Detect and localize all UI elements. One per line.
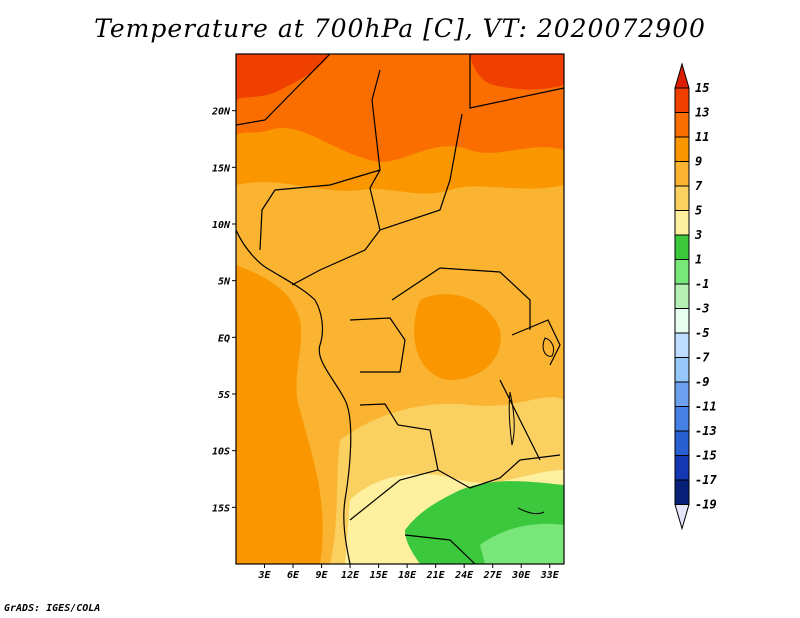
x-tick-label: 15E <box>370 570 389 581</box>
colorbar-label: -9 <box>695 375 709 389</box>
map-title: Temperature at 700hPa [C], VT: 202007290… <box>94 14 706 43</box>
colorbar-segment <box>674 479 690 505</box>
temp-region-13 <box>236 54 564 162</box>
x-tick-label: 12E <box>341 570 360 581</box>
temp-region-11-west <box>236 265 323 564</box>
colorbar-label: 13 <box>695 106 709 120</box>
colorbar-segment <box>674 332 690 358</box>
colorbar-label: -17 <box>695 473 717 487</box>
temp-region-15b <box>470 54 564 90</box>
y-tick-label: 15S <box>212 503 230 514</box>
temp-region-11-central <box>414 294 501 380</box>
y-tick-label: EQ <box>218 333 230 344</box>
colorbar-label: 3 <box>694 228 702 242</box>
colorbar-segment <box>674 210 690 236</box>
colorbar-segment <box>674 430 690 456</box>
x-tick-label: 21E <box>426 570 446 581</box>
y-tick-label: 5S <box>218 390 230 401</box>
colorbar-segment <box>674 381 690 407</box>
colorbar-segment <box>674 234 690 260</box>
y-tick-label: 10N <box>212 220 231 231</box>
x-tick-label: 3E <box>257 570 271 581</box>
x-tick-label: 30E <box>511 570 531 581</box>
colorbar: 15 13 11 9 7 5 3 1 -1 -3 -5 -7 -9 -11 -13 -15 -17 -19 <box>674 62 717 531</box>
y-tick-label: 5N <box>218 277 231 288</box>
x-axis: 3E 6E 9E 12E 15E 18E 21E 24E 27E 30E 33E <box>257 564 560 581</box>
x-tick-label: 9E <box>316 570 329 581</box>
colorbar-label: -7 <box>695 351 710 365</box>
y-axis: 20N 15N 10N 5N EQ 5S 10S 15S <box>211 107 236 514</box>
colorbar-label: -15 <box>695 449 717 463</box>
colorbar-label: 9 <box>695 155 702 169</box>
colorbar-segment <box>674 112 690 138</box>
colorbar-label: -19 <box>695 498 717 512</box>
colorbar-label: -3 <box>695 302 709 316</box>
colorbar-segment <box>674 185 690 211</box>
x-tick-label: 33E <box>540 570 560 581</box>
colorbar-label: 15 <box>695 81 709 95</box>
colorbar-segment <box>674 87 690 113</box>
x-tick-label: 24E <box>454 570 474 581</box>
temp-region-1 <box>480 523 564 564</box>
colorbar-segment <box>674 357 690 383</box>
colorbar-label: -5 <box>695 326 709 340</box>
coastlines-borders <box>236 54 564 564</box>
colorbar-label: 5 <box>695 204 702 218</box>
colorbar-label: -1 <box>695 277 709 291</box>
colorbar-segment <box>674 283 690 309</box>
colorbar-bottom-arrow <box>674 504 690 531</box>
x-tick-label: 6E <box>287 570 300 581</box>
colorbar-label: -13 <box>695 424 717 438</box>
y-tick-label: 15N <box>212 163 231 174</box>
y-tick-label: 20N <box>211 107 231 118</box>
y-tick-label: 10S <box>212 447 230 458</box>
colorbar-segment <box>674 455 690 481</box>
colorbar-segment <box>674 136 690 162</box>
colorbar-segment <box>674 161 690 187</box>
colorbar-segment <box>674 406 690 432</box>
colorbar-segment <box>674 259 690 285</box>
temp-region-15a <box>236 54 330 100</box>
lakes <box>508 337 555 515</box>
map-fill <box>236 54 564 564</box>
colorbar-segment <box>674 308 690 334</box>
x-tick-label: 27E <box>483 570 503 581</box>
map-frame <box>235 53 565 565</box>
x-tick-label: 18E <box>398 570 417 581</box>
colorbar-top-arrow <box>674 62 690 89</box>
colorbar-label: 11 <box>695 130 709 144</box>
colorbar-label: 1 <box>695 253 702 267</box>
colorbar-label: -11 <box>695 400 717 414</box>
grads-credit: GrADS: IGES/COLA <box>4 603 101 614</box>
colorbar-label: 7 <box>695 179 703 193</box>
